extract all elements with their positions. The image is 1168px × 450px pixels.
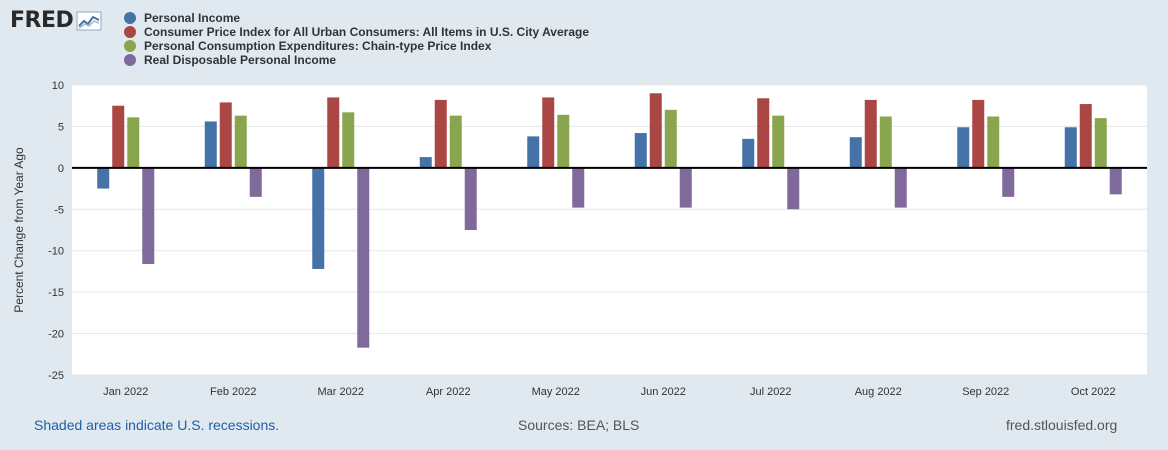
- bar: [679, 167, 692, 208]
- bar: [357, 167, 370, 348]
- bar: [342, 112, 355, 168]
- fred-logo-text: FRED: [10, 8, 74, 33]
- legend-marker: [124, 54, 136, 66]
- bar: [327, 97, 340, 168]
- x-tick-label: Mar 2022: [318, 386, 364, 398]
- bar: [757, 98, 770, 168]
- legend-marker: [124, 12, 136, 24]
- bar-chart: 10 5 0 -5 -10 -15 -20 -25 Percent Change from Ye…: [12, 80, 1147, 398]
- x-tick-label: Apr 2022: [426, 386, 471, 398]
- x-tick-label: Jan 2022: [103, 386, 148, 398]
- bar: [219, 102, 232, 168]
- bar: [957, 127, 970, 168]
- bar: [449, 115, 462, 168]
- bar: [419, 157, 432, 168]
- site-link[interactable]: fred.stlouisfed.org: [1006, 417, 1118, 433]
- y-tick-label: -10: [48, 246, 64, 258]
- sources-text: Sources: BEA; BLS: [518, 417, 640, 433]
- x-tick-label: Aug 2022: [855, 386, 902, 398]
- y-tick-label: 0: [58, 163, 64, 175]
- bar: [97, 167, 110, 189]
- x-tick-label: Jul 2022: [750, 386, 792, 398]
- bar: [527, 136, 540, 168]
- x-tick-label: Sep 2022: [962, 386, 1009, 398]
- bar: [1079, 104, 1092, 168]
- x-tick-label: Jun 2022: [641, 386, 686, 398]
- bar: [1094, 118, 1107, 168]
- x-tick-label: Feb 2022: [210, 386, 256, 398]
- bar: [787, 167, 800, 210]
- bar: [434, 99, 447, 168]
- chart-legend: Personal Income Consumer Price Index for …: [124, 11, 589, 67]
- bar: [649, 93, 662, 168]
- legend-marker: [124, 26, 136, 38]
- bar: [879, 116, 892, 168]
- bar: [557, 114, 570, 168]
- line-chart-icon: [76, 11, 102, 30]
- y-tick-label: -20: [48, 329, 64, 341]
- fred-logo[interactable]: FRED: [10, 8, 102, 33]
- bar: [112, 105, 125, 168]
- bar: [849, 137, 862, 168]
- legend-label: Real Disposable Personal Income: [144, 53, 337, 67]
- bar: [894, 167, 907, 208]
- y-axis-label: Percent Change from Year Ago: [12, 147, 26, 313]
- y-tick-label: 5: [58, 121, 64, 133]
- bar: [864, 99, 877, 168]
- y-tick-label: -15: [48, 287, 64, 299]
- recession-note: Shaded areas indicate U.S. recessions.: [34, 417, 280, 433]
- bar: [987, 116, 1000, 168]
- bar: [204, 121, 217, 168]
- bar: [142, 167, 155, 264]
- bar: [742, 138, 755, 168]
- bar: [542, 97, 555, 168]
- legend-marker: [124, 40, 136, 52]
- legend-label: Consumer Price Index for All Urban Consu…: [144, 25, 589, 39]
- y-tick-label: -25: [48, 370, 64, 382]
- legend-item[interactable]: Personal Income: [124, 11, 589, 25]
- y-tick-label: 10: [52, 80, 64, 92]
- bar: [1002, 167, 1015, 197]
- legend-item[interactable]: Consumer Price Index for All Urban Consu…: [124, 25, 589, 39]
- bar: [234, 115, 247, 168]
- bar: [464, 167, 477, 230]
- bar: [634, 133, 647, 168]
- legend-label: Personal Income: [144, 11, 241, 25]
- bar: [312, 167, 325, 269]
- bar: [1109, 167, 1122, 195]
- bar: [572, 167, 585, 208]
- legend-item[interactable]: Real Disposable Personal Income: [124, 53, 589, 67]
- bar: [249, 167, 262, 197]
- bar: [972, 99, 985, 168]
- x-tick-label: May 2022: [532, 386, 580, 398]
- bar: [664, 109, 677, 168]
- y-tick-label: -5: [54, 204, 64, 216]
- bar: [772, 115, 785, 168]
- bar: [1064, 127, 1077, 168]
- legend-label: Personal Consumption Expenditures: Chain…: [144, 39, 492, 53]
- bar: [127, 117, 140, 168]
- x-tick-label: Oct 2022: [1071, 386, 1116, 398]
- legend-item[interactable]: Personal Consumption Expenditures: Chain…: [124, 39, 589, 53]
